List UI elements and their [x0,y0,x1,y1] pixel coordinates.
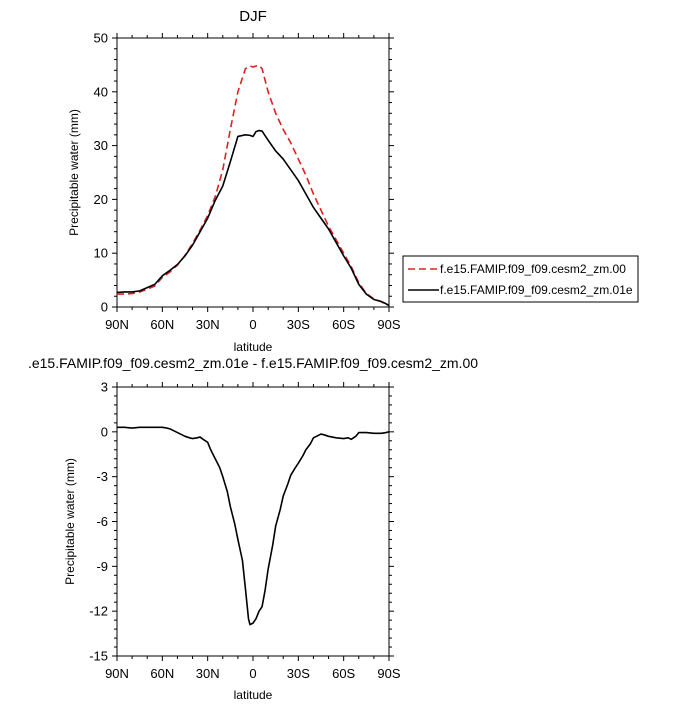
chart-title-1: .e15.FAMIP.f09_f09.cesm2_zm.01e - f.e15.… [28,355,478,371]
y-tick-label: -6 [96,514,108,529]
legend-box [402,255,639,303]
y-tick-label: 3 [101,380,108,395]
top-panel-djf: DJF 90N 60N 30N 0 30S 60S 90S 0 10 20 30 40 50 latitud… [67,8,401,354]
x-tick-label: 0 [249,666,256,681]
x-tick-label: 30N [196,666,220,681]
y-tick-label: 0 [101,300,108,315]
y-tick-label: -3 [96,469,108,484]
x-tick-label: 90S [377,666,400,681]
bottom-panel-difference: .e15.FAMIP.f09_f09.cesm2_zm.01e - f.e15.… [28,355,478,702]
plot-frame [116,37,390,308]
legend-entry-1: f.e15.FAMIP.f09_f09.cesm2_zm.01e [440,283,633,297]
x-tick-label: 90N [105,317,129,332]
legend-entry-0: f.e15.FAMIP.f09_f09.cesm2_zm.00 [440,262,626,276]
legend: f.e15.FAMIP.f09_f09.cesm2_zm.00 f.e15.FAM… [402,255,639,303]
series-line-0-1 [116,129,390,307]
x-tick-label: 60N [150,317,174,332]
y-tick-label: 0 [101,424,108,439]
y-axis-label: Precipitable water (mm) [63,458,77,585]
x-tick-label: 90S [377,317,400,332]
x-axis-label: latitude [234,688,273,702]
x-tick-label: 0 [249,317,256,332]
x-tick-label: 60S [332,317,355,332]
x-tick-label: 30S [287,317,310,332]
y-tick-label: -9 [96,559,108,574]
y-tick-label: 10 [94,246,108,261]
x-tick-label: 60N [150,666,174,681]
x-axis-label: latitude [234,340,273,354]
series-line-1-0 [117,426,390,626]
chart-title-0: DJF [239,8,267,25]
y-axis-label: Precipitable water (mm) [67,109,81,236]
y-tick-label: -12 [89,604,108,619]
y-tick-label: 30 [94,138,108,153]
x-tick-label: 30S [287,666,310,681]
series-line-0-0 [117,64,390,307]
y-tick-label: -15 [89,649,108,664]
y-tick-label: 40 [94,84,108,99]
y-tick-label: 20 [94,192,108,207]
x-tick-label: 60S [332,666,355,681]
x-tick-label: 30N [196,317,220,332]
y-tick-label: 50 [94,31,108,46]
x-tick-label: 90N [105,666,129,681]
